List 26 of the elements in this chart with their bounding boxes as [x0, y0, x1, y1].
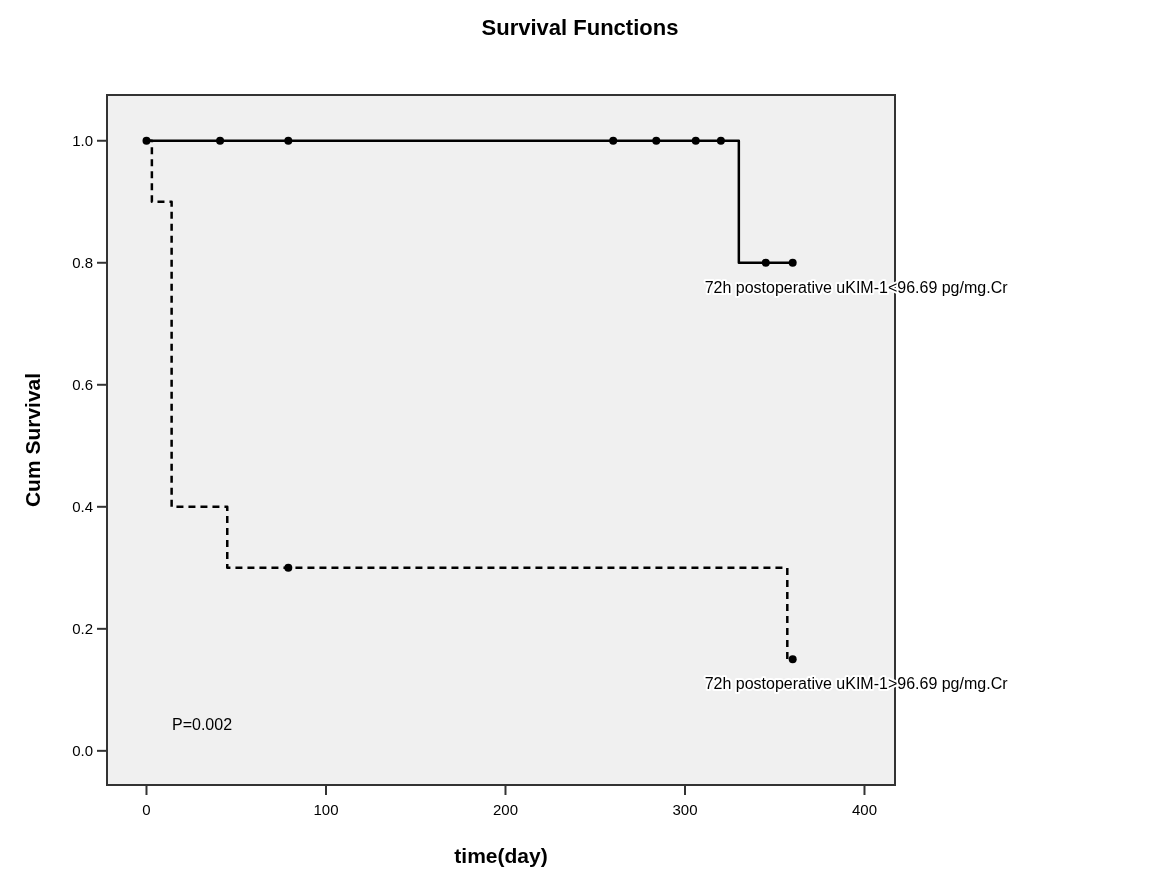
point: [788, 655, 797, 664]
y-tick-label: 0.2: [72, 620, 93, 638]
point: [216, 136, 225, 145]
point: [652, 136, 661, 145]
point: [691, 136, 700, 145]
chart-title: Survival Functions: [481, 15, 679, 40]
y-tick-label: 1.0: [72, 132, 93, 150]
x-tick-label: 400: [851, 801, 877, 818]
point: [716, 136, 725, 145]
x-tick-label: 100: [313, 801, 339, 818]
y-tick-label: 0.0: [72, 742, 93, 760]
point: [788, 258, 797, 267]
point: [142, 136, 151, 145]
point: [284, 563, 293, 572]
point: [284, 136, 293, 145]
point: [609, 136, 618, 145]
point: [761, 258, 770, 267]
x-tick-label: 200: [492, 801, 518, 818]
y-tick-label: 0.4: [72, 498, 93, 516]
annotation: P=0.002: [172, 716, 233, 733]
y-tick-label: 0.6: [72, 376, 93, 394]
x-tick-label: 0: [142, 801, 151, 818]
x-axis-title: time(day): [454, 844, 548, 867]
y-tick-label: 0.8: [72, 254, 93, 272]
y-axis-title: Cum Survival: [21, 372, 44, 508]
x-tick-label: 300: [672, 801, 698, 818]
